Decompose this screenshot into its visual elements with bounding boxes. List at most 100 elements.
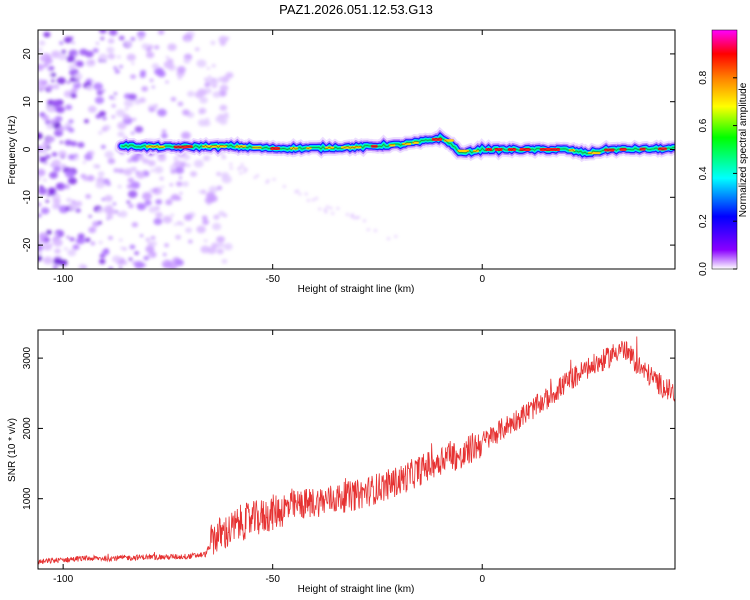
noise-blob — [161, 133, 168, 139]
noise-blob — [130, 74, 137, 80]
noise-blob — [102, 89, 106, 92]
noise-blob — [210, 40, 216, 45]
snr-x-tick-label: -50 — [265, 574, 280, 585]
noise-blob — [94, 96, 105, 104]
noise-blob — [58, 205, 69, 214]
noise-blob — [134, 251, 140, 256]
noise-blob — [101, 126, 108, 132]
noise-blob — [69, 237, 75, 242]
noise-blob — [177, 76, 182, 80]
noise-blob — [355, 216, 359, 219]
noise-blob — [123, 99, 134, 108]
noise-blob — [143, 255, 149, 261]
noise-blob — [54, 248, 61, 254]
noise-blob — [38, 244, 44, 252]
noise-blob — [88, 59, 96, 65]
noise-blob — [97, 208, 103, 214]
noise-blob — [90, 241, 96, 246]
noise-blob — [336, 207, 340, 210]
spectrogram-x-tick-label: -50 — [265, 274, 280, 285]
noise-blob — [165, 199, 173, 206]
noise-blob — [46, 230, 52, 235]
noise-blob — [56, 106, 66, 114]
spectrogram-y-tick-label: 20 — [22, 48, 33, 60]
noise-blob — [296, 189, 300, 193]
noise-blob — [238, 166, 242, 170]
snr-y-axis-label: SNR (10 * v/v) — [7, 418, 18, 482]
noise-blob — [76, 237, 86, 245]
colorbar-tick-label: 0.4 — [698, 166, 709, 180]
noise-blob — [96, 165, 100, 169]
noise-blob — [366, 228, 370, 231]
noise-blob — [170, 213, 175, 217]
noise-blob — [38, 48, 43, 52]
noise-blob — [113, 66, 118, 70]
noise-blob — [101, 197, 106, 201]
noise-blob — [150, 169, 155, 173]
noise-blob — [68, 119, 74, 124]
noise-blob — [102, 116, 107, 121]
noise-blob — [181, 131, 191, 140]
spectrogram-x-ticks: -100 -50 0 — [53, 30, 485, 285]
noise-blob — [38, 40, 46, 46]
noise-blob — [154, 166, 164, 174]
noise-blob — [196, 59, 207, 68]
noise-blob — [169, 183, 174, 187]
noise-blob — [167, 261, 178, 269]
noise-blob — [196, 225, 206, 234]
noise-blob — [106, 213, 111, 218]
noise-blob — [179, 221, 185, 226]
noise-blob — [163, 60, 174, 69]
noise-blob — [219, 84, 229, 92]
noise-blob — [221, 259, 228, 264]
noise-blob — [362, 219, 366, 222]
noise-blob — [73, 245, 79, 249]
noise-blob — [108, 266, 114, 269]
colorbar-label: Normalized spectral amplitude — [738, 82, 749, 217]
noise-blob — [117, 121, 127, 130]
noise-blob — [208, 195, 218, 203]
noise-blob — [256, 174, 260, 177]
spectrogram-y-tick-label: 0 — [22, 146, 33, 152]
noise-blob — [175, 166, 185, 174]
noise-blob — [304, 192, 308, 196]
noise-blob — [170, 97, 177, 102]
noise-blob — [243, 170, 247, 174]
noise-blob — [38, 63, 44, 72]
noise-blob — [64, 207, 69, 211]
noise-blob — [50, 79, 55, 83]
noise-blob — [49, 171, 58, 179]
noise-blob — [217, 242, 225, 248]
noise-blob — [66, 197, 72, 203]
noise-blob — [82, 161, 86, 164]
noise-blob — [130, 37, 136, 42]
noise-blob — [129, 167, 135, 172]
noise-blob — [55, 182, 66, 191]
noise-blob — [119, 65, 123, 69]
noise-blob — [149, 78, 154, 82]
noise-blob — [154, 45, 160, 50]
noise-blob — [199, 96, 208, 104]
noise-blob — [167, 43, 177, 51]
noise-blob — [311, 198, 315, 202]
noise-blob — [202, 219, 210, 225]
noise-blob — [43, 256, 53, 265]
noise-blob — [318, 207, 322, 211]
noise-blob — [51, 99, 61, 107]
noise-blob — [141, 86, 149, 92]
noise-blob — [125, 107, 129, 111]
noise-blob — [174, 156, 178, 160]
noise-blob — [197, 119, 207, 127]
noise-blob — [165, 56, 170, 59]
noise-blob — [64, 122, 72, 128]
noise-blob — [126, 53, 136, 62]
noise-blob — [242, 166, 246, 170]
noise-blob — [151, 85, 155, 89]
noise-blob — [68, 64, 76, 70]
noise-blob — [210, 79, 219, 86]
noise-blob — [178, 176, 183, 179]
noise-blob — [42, 178, 47, 182]
noise-blob — [324, 210, 328, 214]
noise-blob — [66, 81, 71, 84]
